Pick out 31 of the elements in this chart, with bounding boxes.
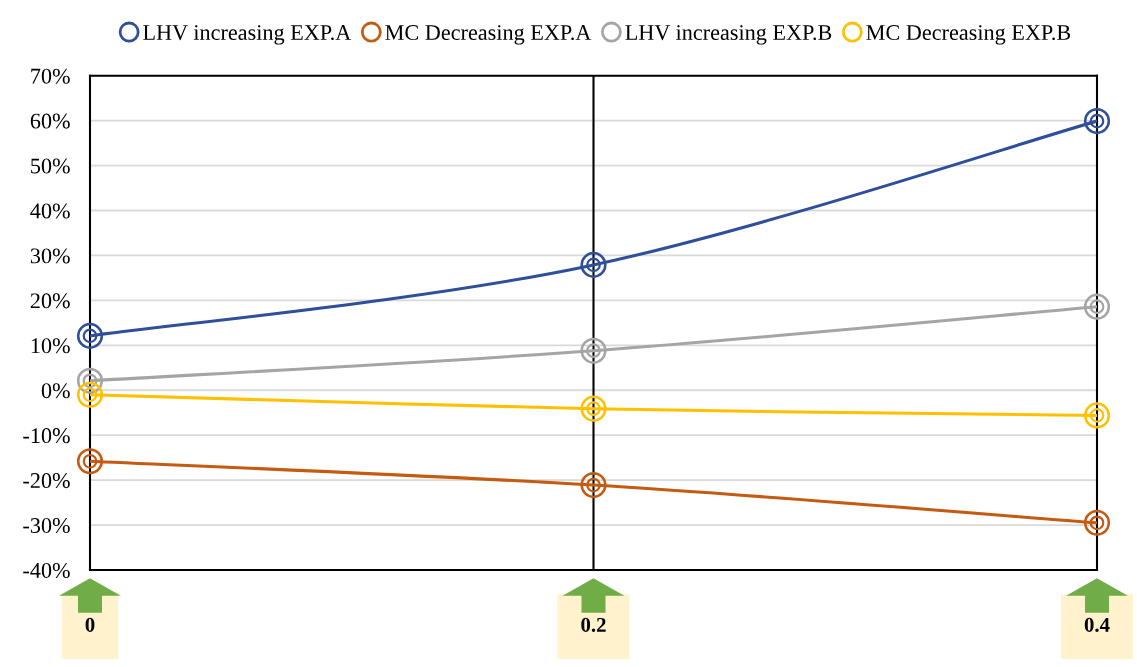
point	[1083, 293, 1111, 320]
point	[1083, 402, 1111, 429]
y-tick-label: -10%	[23, 428, 70, 444]
point	[580, 251, 607, 278]
y-tick-label: -20%	[23, 473, 70, 489]
point	[1083, 509, 1111, 536]
legend-label: LHV increasing EXP.B	[625, 25, 832, 45]
point	[76, 448, 104, 475]
y-tick-label: -40%	[23, 562, 70, 578]
y-tick-label: -30%	[23, 518, 70, 534]
point	[580, 395, 607, 422]
point	[1083, 108, 1111, 135]
x-tick-label: 0	[85, 617, 95, 632]
x-tick-label: 0.4	[1084, 617, 1110, 632]
y-tick-label: 70%	[31, 68, 70, 84]
legend-label: LHV increasing EXP.A	[143, 25, 352, 45]
point	[76, 367, 104, 394]
y-tick-label: 10%	[31, 338, 70, 354]
y-tick-label: 20%	[30, 293, 70, 309]
point	[580, 472, 607, 499]
legend-label: MC Decreasing EXP.B	[866, 25, 1071, 45]
point	[76, 381, 104, 408]
legend-label: MC Decreasing EXP.A	[385, 25, 592, 45]
x-tick-label: 0.2	[581, 617, 606, 632]
y-tick-label: 30%	[30, 248, 70, 264]
y-tick-label: 60%	[30, 113, 70, 129]
point	[76, 322, 104, 349]
y-tick-label: 50%	[31, 158, 70, 174]
y-tick-label: 40%	[30, 203, 70, 219]
point	[580, 337, 607, 364]
y-tick-label: 0%	[41, 383, 70, 399]
